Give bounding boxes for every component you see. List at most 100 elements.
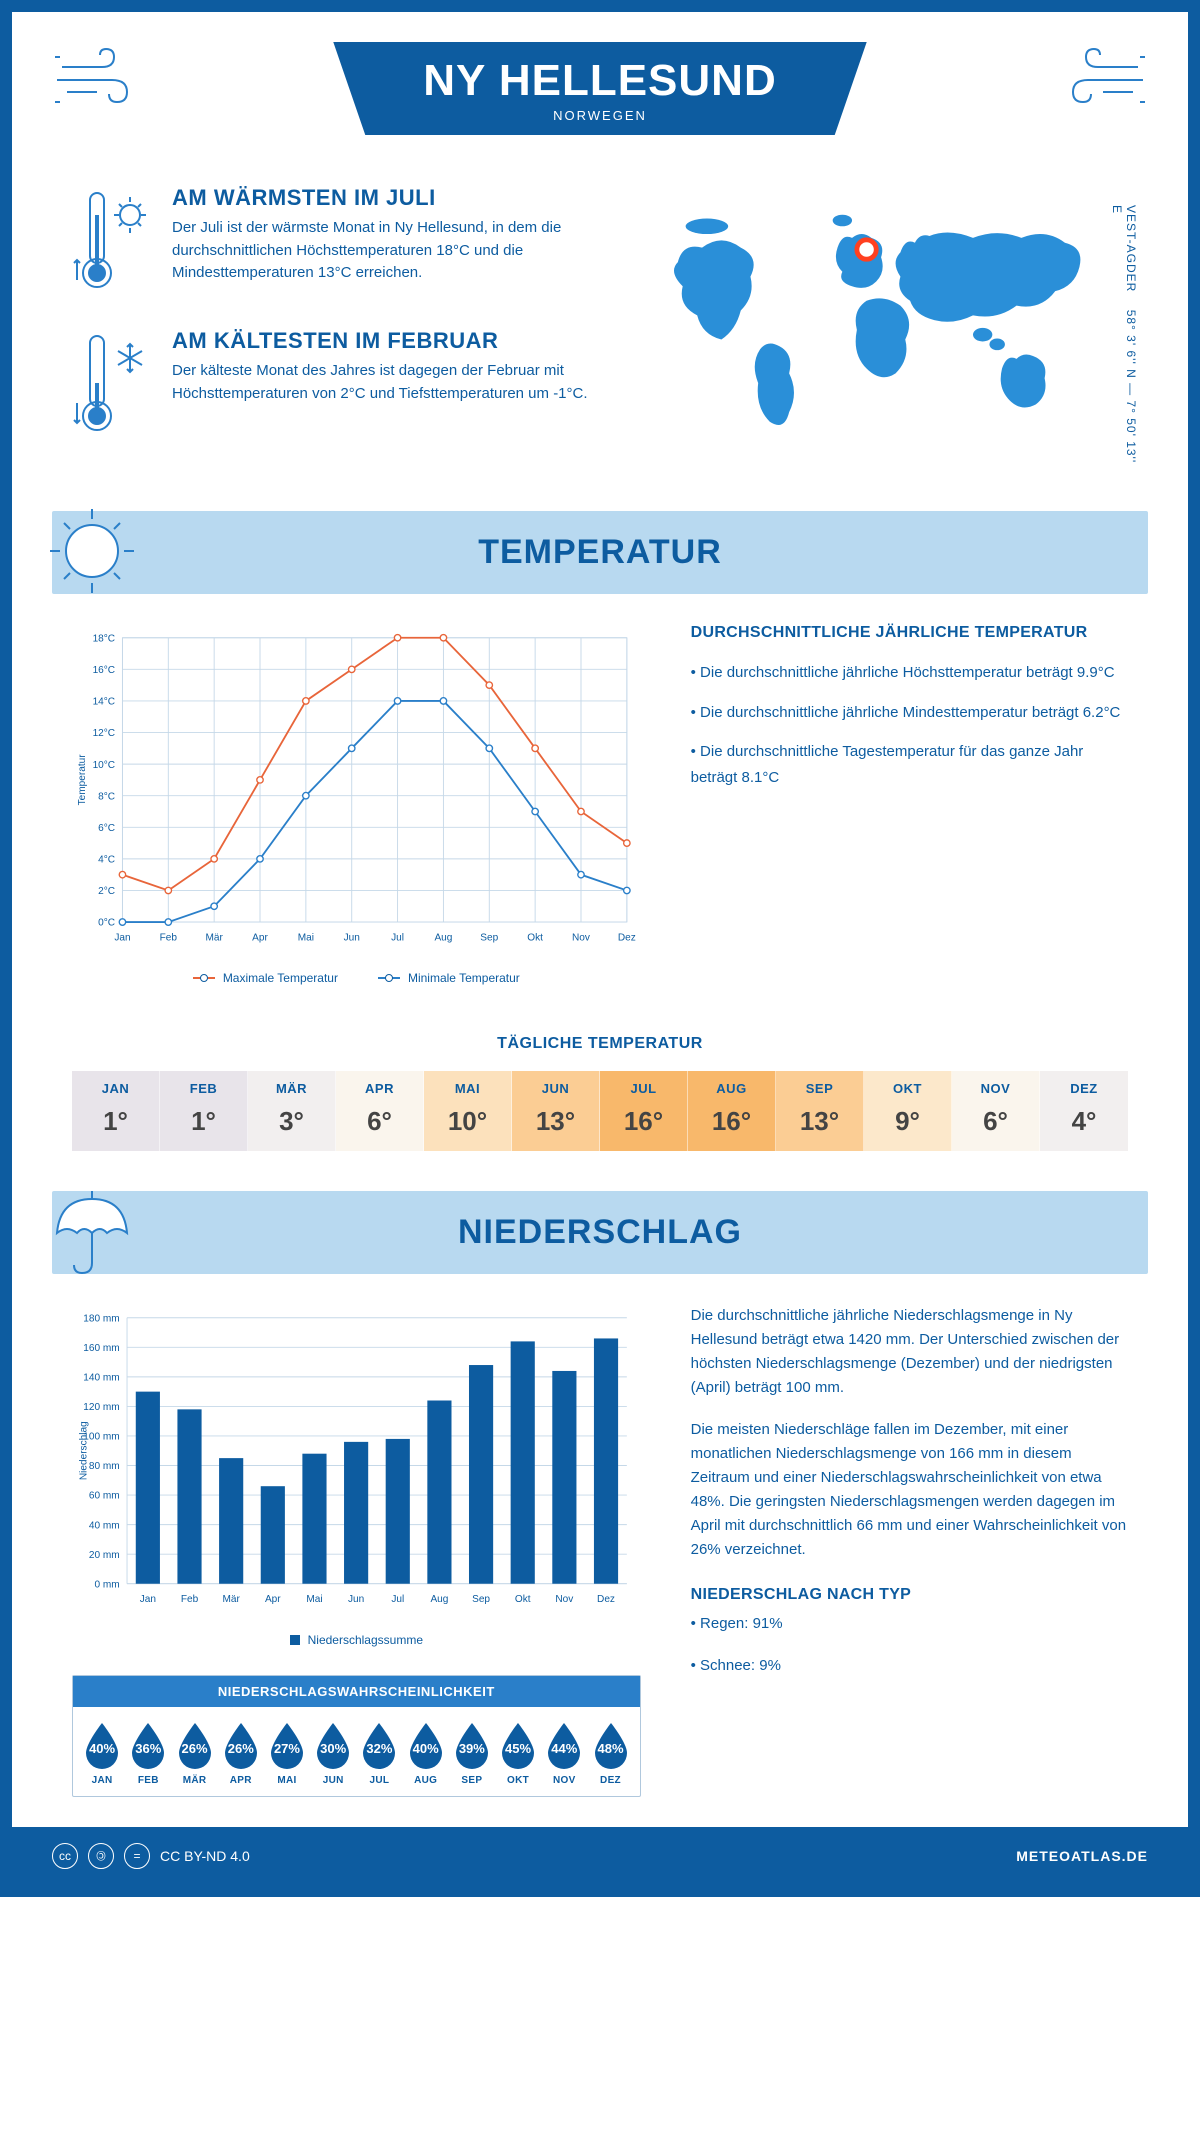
- prob-cell: 39% SEP: [449, 1721, 495, 1786]
- prob-cell: 26% MÄR: [171, 1721, 217, 1786]
- prob-cell: 48% DEZ: [587, 1721, 633, 1786]
- svg-text:10°C: 10°C: [93, 760, 116, 771]
- nd-icon: =: [124, 1843, 150, 1869]
- daily-cell: APR6°: [336, 1071, 424, 1151]
- svg-text:40 mm: 40 mm: [89, 1520, 120, 1531]
- daily-cell: FEB1°: [160, 1071, 248, 1151]
- svg-text:80 mm: 80 mm: [89, 1461, 120, 1472]
- svg-text:Dez: Dez: [597, 1594, 615, 1605]
- svg-text:Jan: Jan: [140, 1594, 156, 1605]
- svg-text:Mai: Mai: [298, 932, 314, 943]
- temp-summary-line: • Die durchschnittliche Tagestemperatur …: [691, 739, 1128, 790]
- svg-text:20 mm: 20 mm: [89, 1550, 120, 1561]
- svg-text:Aug: Aug: [430, 1594, 448, 1605]
- svg-text:Okt: Okt: [515, 1594, 531, 1605]
- prob-cell: 32% JUL: [356, 1721, 402, 1786]
- temperature-header: TEMPERATUR: [52, 511, 1148, 594]
- svg-text:Nov: Nov: [555, 1594, 573, 1605]
- warmest-block: AM WÄRMSTEN IM JULI Der Juli ist der wär…: [72, 185, 604, 300]
- header: NY HELLESUND NORWEGEN: [12, 12, 1188, 155]
- warmest-title: AM WÄRMSTEN IM JULI: [172, 185, 604, 211]
- svg-text:4°C: 4°C: [98, 855, 115, 866]
- svg-text:Feb: Feb: [181, 1594, 199, 1605]
- prob-cell: 44% NOV: [541, 1721, 587, 1786]
- svg-text:60 mm: 60 mm: [89, 1491, 120, 1502]
- precip-type-line: • Regen: 91%: [691, 1612, 1128, 1636]
- temp-summary-heading: DURCHSCHNITTLICHE JÄHRLICHE TEMPERATUR: [691, 624, 1128, 642]
- svg-text:Apr: Apr: [265, 1594, 281, 1605]
- warmest-text: Der Juli ist der wärmste Monat in Ny Hel…: [172, 217, 604, 285]
- coldest-text: Der kälteste Monat des Jahres ist dagege…: [172, 360, 604, 405]
- temp-summary-line: • Die durchschnittliche jährliche Mindes…: [691, 700, 1128, 726]
- svg-text:Okt: Okt: [527, 932, 543, 943]
- svg-text:Apr: Apr: [252, 932, 268, 943]
- precip-type-line: • Schnee: 9%: [691, 1654, 1128, 1678]
- page-title: NY HELLESUND: [423, 56, 776, 106]
- svg-text:Feb: Feb: [160, 932, 178, 943]
- daily-cell: OKT9°: [864, 1071, 952, 1151]
- daily-cell: NOV6°: [952, 1071, 1040, 1151]
- daily-cell: DEZ4°: [1040, 1071, 1128, 1151]
- daily-cell: MAI10°: [424, 1071, 512, 1151]
- svg-text:Niederschlag: Niederschlag: [79, 1421, 90, 1480]
- precip-probability-box: NIEDERSCHLAGSWAHRSCHEINLICHKEIT 40% JAN …: [72, 1675, 641, 1797]
- coldest-block: AM KÄLTESTEN IM FEBRUAR Der kälteste Mon…: [72, 328, 604, 443]
- precip-text: Die meisten Niederschläge fallen im Deze…: [691, 1418, 1128, 1562]
- svg-text:Aug: Aug: [434, 932, 452, 943]
- svg-text:12°C: 12°C: [93, 728, 116, 739]
- svg-text:18°C: 18°C: [93, 633, 116, 644]
- title-banner: NY HELLESUND NORWEGEN: [333, 42, 866, 135]
- daily-cell: JUN13°: [512, 1071, 600, 1151]
- footer: cc 🄯 = CC BY-ND 4.0 METEOATLAS.DE: [12, 1827, 1188, 1885]
- legend-max: Maximale Temperatur: [193, 971, 338, 985]
- prob-cell: 40% JAN: [79, 1721, 125, 1786]
- daily-cell: SEP13°: [776, 1071, 864, 1151]
- precip-type-heading: NIEDERSCHLAG NACH TYP: [691, 1586, 1128, 1604]
- precip-text: Die durchschnittliche jährliche Niedersc…: [691, 1304, 1128, 1400]
- svg-text:160 mm: 160 mm: [83, 1343, 119, 1354]
- coldest-title: AM KÄLTESTEN IM FEBRUAR: [172, 328, 604, 354]
- daily-cell: JAN1°: [72, 1071, 160, 1151]
- temperature-summary: DURCHSCHNITTLICHE JÄHRLICHE TEMPERATUR •…: [691, 624, 1128, 985]
- wind-icon: [52, 42, 142, 117]
- svg-text:Temperatur: Temperatur: [77, 754, 88, 806]
- daily-cell: JUL16°: [600, 1071, 688, 1151]
- svg-text:Mai: Mai: [306, 1594, 322, 1605]
- legend-min: Minimale Temperatur: [378, 971, 520, 985]
- temperature-chart: 0°C2°C4°C6°C8°C10°C12°C14°C16°C18°CJanFe…: [72, 624, 641, 985]
- prob-cell: 45% OKT: [495, 1721, 541, 1786]
- daily-cell: AUG16°: [688, 1071, 776, 1151]
- svg-text:2°C: 2°C: [98, 886, 115, 897]
- intro-section: AM WÄRMSTEN IM JULI Der Juli ist der wär…: [12, 155, 1188, 491]
- svg-text:120 mm: 120 mm: [83, 1402, 119, 1413]
- svg-text:180 mm: 180 mm: [83, 1314, 119, 1325]
- legend-precip: Niederschlagssumme: [290, 1633, 423, 1647]
- license: cc 🄯 = CC BY-ND 4.0: [52, 1843, 250, 1869]
- svg-text:6°C: 6°C: [98, 823, 115, 834]
- site-name: METEOATLAS.DE: [1016, 1848, 1148, 1864]
- svg-text:Mär: Mär: [205, 932, 223, 943]
- prob-cell: 36% FEB: [125, 1721, 171, 1786]
- svg-text:Jul: Jul: [391, 932, 404, 943]
- svg-text:14°C: 14°C: [93, 697, 116, 708]
- daily-temp-heading: TÄGLICHE TEMPERATUR: [12, 1035, 1188, 1053]
- svg-text:Sep: Sep: [480, 932, 498, 943]
- svg-text:8°C: 8°C: [98, 791, 115, 802]
- svg-text:Jan: Jan: [114, 932, 130, 943]
- section-title: TEMPERATUR: [82, 533, 1118, 572]
- world-map: [644, 185, 1128, 465]
- umbrella-icon: [42, 1181, 142, 1281]
- svg-text:Jun: Jun: [344, 932, 360, 943]
- svg-text:Jun: Jun: [348, 1594, 364, 1605]
- prob-cell: 30% JUN: [310, 1721, 356, 1786]
- sun-icon: [42, 501, 142, 601]
- temp-summary-line: • Die durchschnittliche jährliche Höchst…: [691, 660, 1128, 686]
- svg-text:Jul: Jul: [391, 1594, 404, 1605]
- svg-text:Mär: Mär: [222, 1594, 240, 1605]
- prob-cell: 27% MAI: [264, 1721, 310, 1786]
- prob-title: NIEDERSCHLAGSWAHRSCHEINLICHKEIT: [73, 1676, 640, 1707]
- thermometer-sun-icon: [72, 185, 152, 300]
- wind-icon: [1058, 42, 1148, 117]
- cc-icon: cc: [52, 1843, 78, 1869]
- svg-text:0 mm: 0 mm: [94, 1580, 119, 1591]
